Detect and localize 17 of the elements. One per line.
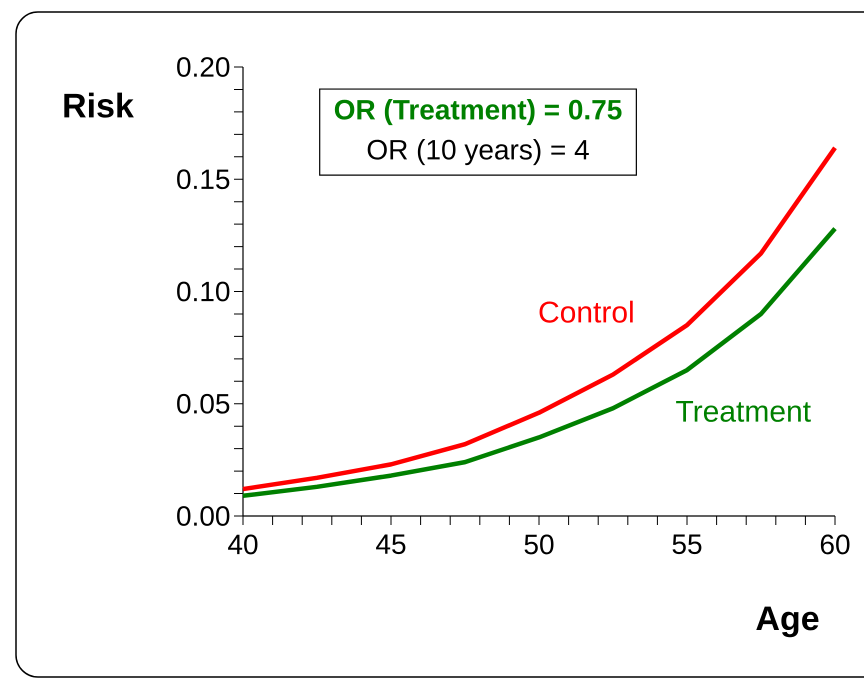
- annotation: OR (10 years) = 4: [368, 139, 589, 166]
- x-tick-label: 40: [228, 534, 258, 554]
- y-axis-title: Risk: [64, 92, 134, 118]
- y-tick-label: 0.00: [177, 506, 230, 526]
- x-tick-label: 45: [376, 534, 406, 554]
- y-tick-label: 0.15: [177, 169, 230, 190]
- series-label: Control: [540, 300, 633, 323]
- x-tick-label: 55: [672, 534, 702, 554]
- line-series: [240, 226, 838, 498]
- y-tick-label: 0.20: [177, 57, 230, 77]
- x-axis-title: Age: [756, 606, 818, 638]
- x-tick-label: 50: [524, 534, 554, 554]
- y-tick-label: 0.10: [177, 282, 230, 302]
- x-tick-label: 60: [820, 534, 850, 554]
- series-label: Treatment: [676, 400, 811, 422]
- y-tick-label: 0.05: [177, 394, 230, 414]
- annotation: OR (Treatment) = 0.75: [334, 99, 622, 126]
